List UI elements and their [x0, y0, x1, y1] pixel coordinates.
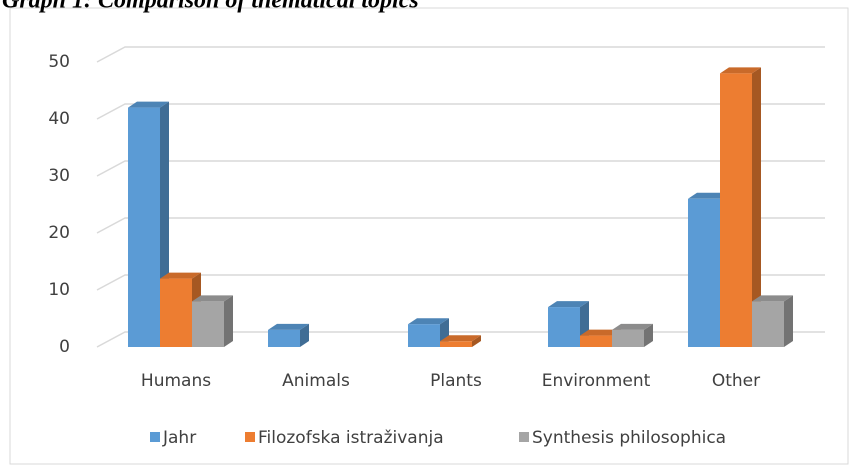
grid-line [96, 103, 825, 120]
bar [440, 341, 472, 347]
legend-label: Synthesis philosophica [532, 428, 726, 448]
bar-side [644, 323, 653, 347]
bar-top [720, 67, 761, 74]
x-tick-label: Environment [542, 371, 651, 391]
y-tick-label: 40 [48, 109, 70, 129]
legend-label: Filozofska istraživanja [258, 428, 444, 448]
bar [408, 324, 440, 347]
bar-side [752, 67, 761, 348]
x-tick-label: Other [712, 371, 760, 391]
legend-label: Jahr [162, 428, 196, 448]
y-tick-label: 50 [48, 52, 70, 72]
chart-title: Graph 1: Comparison of thematical topics [2, 0, 419, 14]
legend-swatch [245, 432, 255, 442]
grid-line [96, 217, 825, 234]
chart-frame [9, 7, 849, 465]
bar-top [752, 295, 793, 302]
bar-top [688, 192, 729, 199]
bar-side [224, 295, 233, 347]
bar-top [580, 329, 621, 336]
bar-top [440, 335, 481, 342]
x-tick-label: Plants [430, 371, 482, 391]
bar-top [408, 318, 449, 325]
bar-side [784, 295, 793, 347]
bar [192, 301, 224, 347]
bar-top [268, 323, 309, 330]
y-tick-label: 10 [48, 280, 70, 300]
bar [720, 73, 752, 348]
legend-swatch [150, 432, 160, 442]
grid-line [96, 46, 825, 63]
bar [160, 278, 192, 347]
bar [612, 329, 644, 347]
grid-line [96, 274, 825, 291]
bar-top [548, 301, 589, 308]
x-tick-label: Animals [282, 371, 350, 391]
x-tick-label: Humans [141, 371, 211, 391]
y-tick-label: 20 [48, 223, 70, 243]
bar [752, 301, 784, 347]
bar-side [472, 335, 481, 347]
grid-line [96, 160, 825, 177]
bar-side [300, 323, 309, 347]
bar [548, 307, 580, 347]
bar [128, 107, 160, 347]
bar-top [128, 101, 169, 108]
bar-top [160, 272, 201, 279]
legend-swatch [519, 432, 529, 442]
bar-top [612, 323, 653, 330]
bar [580, 335, 612, 347]
bar [688, 198, 720, 347]
y-tick-label: 0 [59, 337, 70, 357]
y-tick-label: 30 [48, 166, 70, 186]
bar-top [192, 295, 233, 302]
bar [268, 329, 300, 347]
